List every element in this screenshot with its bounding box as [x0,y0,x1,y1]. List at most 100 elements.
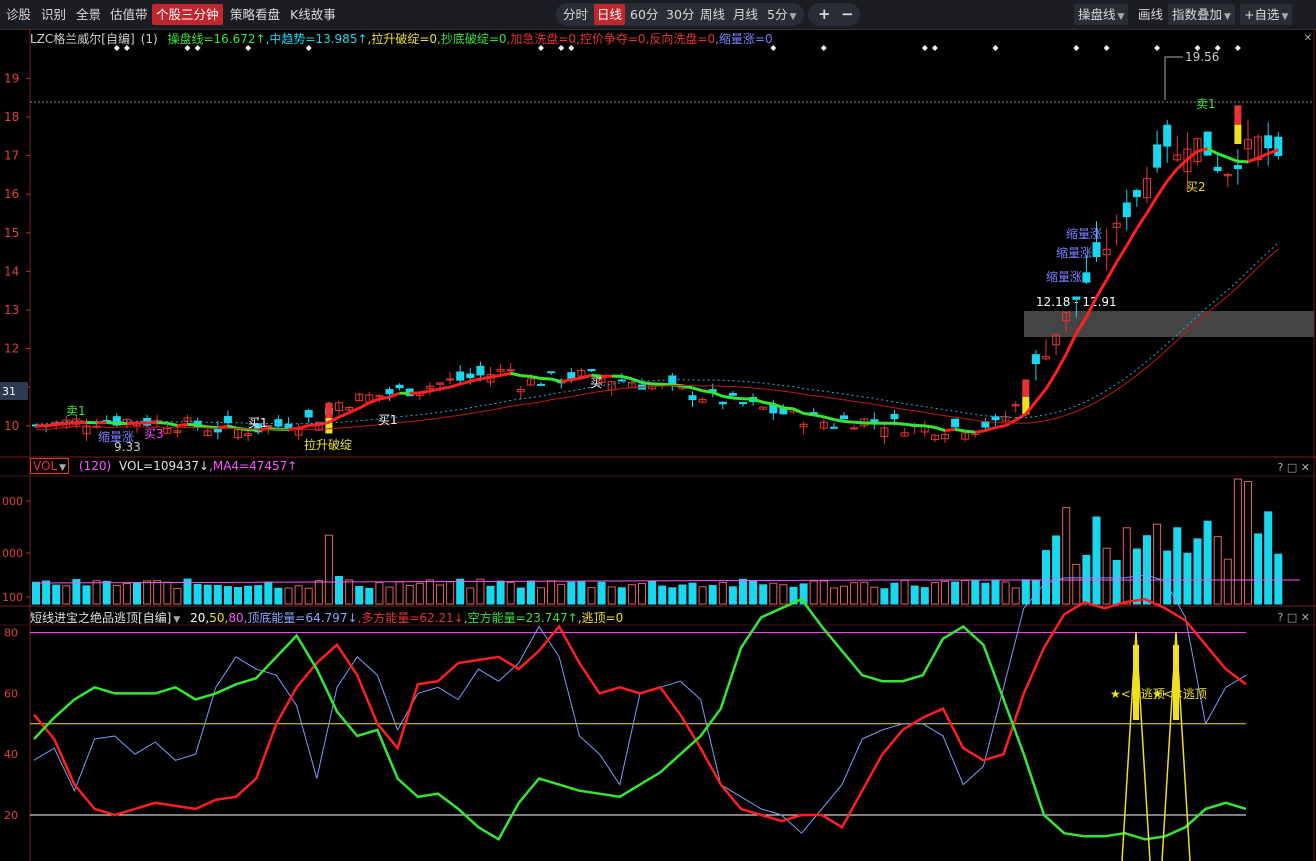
volume-bar [658,585,667,605]
volume-bar [133,582,141,605]
candle-body [1122,202,1131,218]
current-price-tag: 31 [2,385,16,398]
volume-bar [1193,538,1202,605]
main-indicator-title[interactable]: LZC格兰威尔[自编] [30,32,135,46]
ma-fast-segment [1075,316,1088,335]
index-overlay-button[interactable]: 指数叠加 ▼ [1168,4,1235,25]
candle-body [850,427,859,430]
chart-annotation-2: 买3 [144,427,164,441]
osc-param-0: 20, [190,611,210,625]
chart-canvas[interactable]: 191817161514131211103112.18 - 12.9119.56… [0,29,1316,861]
timeframe-daily[interactable]: 日线 [594,4,626,25]
ma-fast-segment [409,391,420,395]
diamond-marker [1234,45,1241,51]
price-tick-label: 16 [4,187,19,201]
main-indicator-1: ,中趋势=13.985↑ [265,32,368,46]
indicator-select-button[interactable]: 操盘线 ▼ [1074,4,1129,25]
diamond-marker [931,45,938,51]
tab-identify[interactable]: 识别 [41,7,67,22]
ma-fast-segment [752,397,764,404]
chart-annotation-3: 买1 [248,416,268,430]
volume-bar [941,580,949,605]
volume-bar [668,587,677,605]
volume-bar [971,580,980,605]
candle-body [1031,354,1040,365]
help-icon[interactable]: ? [1277,461,1284,474]
zoom-out-button[interactable]: − [841,5,854,23]
draw-line-button[interactable]: 画线 [1138,7,1164,22]
close-icon[interactable]: ✕ [1300,611,1310,624]
main-panel-close-icon[interactable]: ✕ [1303,33,1312,44]
zoom-in-button[interactable]: + [818,5,831,23]
signal-candle [1022,396,1030,415]
tab-kline-story[interactable]: K线故事 [290,7,336,22]
maximize-icon[interactable]: □ [1286,461,1298,474]
candle-body [1264,135,1273,149]
timeframe-60min[interactable]: 60分 [630,7,659,22]
vol-indicator-select[interactable]: VOL ▼ [30,458,70,474]
diamond-marker [245,45,252,51]
candle-body [446,378,455,381]
ma-fast-segment [166,421,178,427]
volume-bar [1042,550,1050,605]
ma-fast-segment [995,424,1006,430]
timeframe-intraday[interactable]: 分时 [563,7,589,22]
volume-bar [779,584,788,605]
tab-panorama[interactable]: 全景 [76,7,102,22]
ma-fast-segment [591,373,602,378]
candle-body [1173,154,1182,161]
ma-fast-segment [924,424,936,429]
volume-bar [1031,580,1040,605]
volume-bar [173,588,182,605]
maximize-icon[interactable]: □ [1286,611,1298,624]
volume-bar [920,587,929,605]
volume-bar [102,580,111,605]
volume-bar [587,587,596,605]
volume-bar [1153,523,1162,605]
chevron-down-icon: ▼ [1281,12,1289,22]
ma-fast-segment [217,424,229,430]
diamond-marker [568,45,575,51]
ma-fast-segment [904,422,915,427]
timeframe-30min[interactable]: 30分 [666,7,695,22]
candle-body [516,388,525,393]
add-watchlist-button[interactable]: +自选 ▼ [1240,4,1293,25]
tab-stock-3min[interactable]: 个股三分钟 [152,4,223,25]
ma-fast-segment [1024,400,1038,416]
chart-area[interactable]: 191817161514131211103112.18 - 12.9119.56… [0,29,1316,861]
osc-indicator-select[interactable]: 短线进宝之绝品逃顶[自编] ▼ [30,611,180,625]
ma-fast-segment [500,371,512,377]
timeframe-5min[interactable]: 5分 ▼ [764,4,799,25]
main-indicator-6: ,反向洗盘=0 [645,32,716,46]
ma-fast-segment [520,374,532,378]
volume-bar [537,587,545,605]
timeframe-weekly[interactable]: 周线 [700,7,726,22]
volume-bar [567,581,576,605]
volume-bar [718,581,727,605]
tab-diagnose[interactable]: 诊股 [6,7,32,22]
ma-fast-segment [975,429,986,434]
timeframe-monthly[interactable]: 月线 [733,7,759,22]
chart-annotation-6: 买 [590,376,602,390]
candle-body [304,410,313,418]
diamond-marker [1214,45,1221,51]
tab-valuation[interactable]: 估值带 [110,7,148,22]
ma-fast-segment [1034,387,1048,403]
volume-bar [385,586,394,605]
volume-bar [213,584,222,605]
help-icon[interactable]: ? [1277,611,1284,624]
osc-param-6: ,逃顶=0 [577,611,624,625]
indicator-select-label: 操盘线 [1078,7,1116,22]
candle-body [456,371,465,381]
tab-strategy[interactable]: 策略看盘 [230,7,281,22]
chart-annotation-7: 缩量涨 [1066,226,1102,241]
volume-bar [910,585,919,605]
candle-body [930,434,939,441]
volume-bar [1143,535,1151,605]
close-icon[interactable]: ✕ [1300,461,1310,474]
ma-fast-segment [1206,147,1219,156]
ma-fast-segment [853,420,865,425]
volume-bar [981,582,990,605]
osc-legend: 短线进宝之绝品逃顶[自编] ▼ 20,50,80,顶底能量=64.797↓,多方能… [30,609,623,626]
signal-candle [325,402,333,419]
